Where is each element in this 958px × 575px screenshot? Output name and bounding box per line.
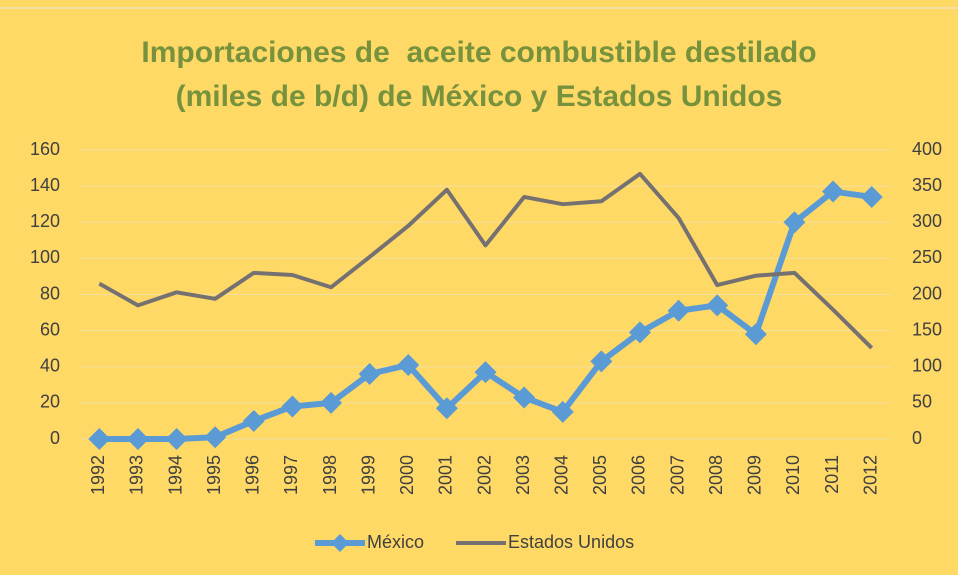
marker bbox=[551, 400, 574, 423]
marker bbox=[513, 386, 536, 409]
marker bbox=[822, 180, 845, 203]
marker bbox=[126, 428, 149, 450]
x-tick-label: 2010 bbox=[783, 455, 803, 495]
marker bbox=[744, 323, 767, 346]
x-tick-label: 1994 bbox=[165, 455, 185, 495]
legend-label: México bbox=[367, 532, 424, 552]
x-tick-label: 2006 bbox=[629, 455, 649, 495]
marker bbox=[281, 395, 304, 418]
y-tick-label: 120 bbox=[30, 211, 60, 231]
x-tick-label: 2001 bbox=[436, 455, 456, 495]
marker bbox=[590, 350, 613, 373]
marker bbox=[204, 426, 227, 449]
x-tick-label: 2009 bbox=[745, 455, 765, 495]
marker bbox=[358, 362, 381, 385]
y2-tick-label: 50 bbox=[912, 392, 932, 412]
marker bbox=[165, 428, 188, 450]
x-tick-label: 2004 bbox=[551, 455, 571, 495]
y-tick-label: 160 bbox=[30, 139, 60, 159]
y2-tick-label: 150 bbox=[912, 319, 942, 339]
marker bbox=[706, 294, 729, 317]
x-tick-label: 1996 bbox=[243, 455, 263, 495]
x-tick-label: 2011 bbox=[822, 455, 842, 494]
marker bbox=[628, 321, 651, 344]
x-tick-label: 1993 bbox=[127, 455, 147, 495]
marker bbox=[860, 185, 883, 208]
y2-tick-label: 300 bbox=[912, 211, 942, 231]
x-tick-label: 2003 bbox=[513, 455, 533, 495]
y2-tick-label: 350 bbox=[912, 175, 942, 195]
series-line bbox=[98, 171, 874, 350]
x-tick-label: 1999 bbox=[358, 455, 378, 495]
y-tick-label: 140 bbox=[30, 175, 60, 195]
marker bbox=[783, 211, 806, 234]
marker bbox=[88, 428, 111, 450]
x-tick-label: 2008 bbox=[706, 455, 726, 495]
legend-label: Estados Unidos bbox=[508, 532, 634, 552]
y-tick-label: 100 bbox=[30, 247, 60, 267]
x-tick-label: 2005 bbox=[590, 455, 610, 495]
marker bbox=[397, 353, 420, 376]
x-tick-label: 1997 bbox=[281, 455, 301, 495]
marker bbox=[474, 361, 497, 384]
y2-tick-label: 100 bbox=[912, 356, 942, 376]
x-tick-label: 1998 bbox=[320, 455, 340, 495]
y2-tick-label: 0 bbox=[912, 428, 922, 448]
chart-title: Importaciones de aceite combustible dest… bbox=[141, 36, 816, 69]
y2-tick-label: 400 bbox=[912, 139, 942, 159]
y2-tick-label: 200 bbox=[912, 283, 942, 303]
chart-title: (miles de b/d) de México y Estados Unido… bbox=[176, 80, 783, 113]
y2-tick-label: 250 bbox=[912, 247, 942, 267]
x-tick-label: 2002 bbox=[474, 455, 494, 495]
x-tick-label: 1992 bbox=[88, 455, 108, 495]
y-tick-label: 80 bbox=[40, 283, 60, 303]
y-tick-label: 20 bbox=[40, 392, 60, 412]
marker bbox=[242, 409, 265, 432]
legend-marker bbox=[331, 534, 349, 552]
y-tick-label: 60 bbox=[40, 319, 60, 339]
marker bbox=[667, 299, 690, 322]
x-tick-label: 1995 bbox=[204, 455, 224, 495]
x-tick-label: 2007 bbox=[667, 455, 687, 495]
y-tick-label: 40 bbox=[40, 356, 60, 376]
x-tick-label: 2000 bbox=[397, 455, 417, 495]
marker bbox=[320, 391, 343, 414]
marker bbox=[435, 397, 458, 420]
y-tick-label: 0 bbox=[50, 428, 60, 448]
x-tick-label: 2012 bbox=[860, 455, 880, 495]
